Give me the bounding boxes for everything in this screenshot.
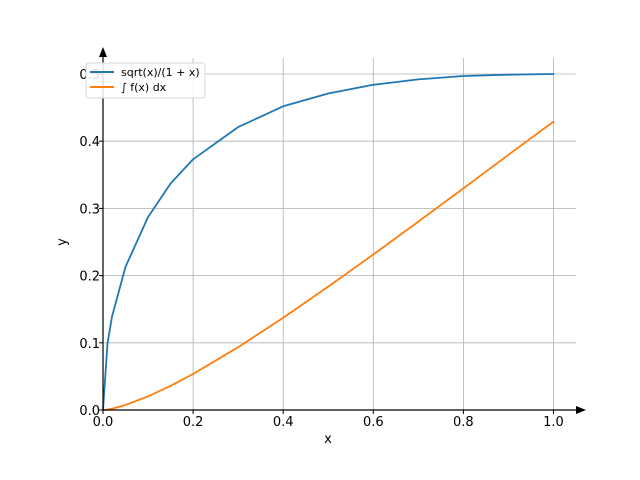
legend-label-sqrt: sqrt(x)/(1 + x) bbox=[121, 66, 200, 79]
series-lines bbox=[102, 73, 555, 411]
legend-label-integral: ∫ f(x) dx bbox=[121, 81, 167, 94]
series-line-1 bbox=[102, 120, 555, 411]
x-tick-label: 0.6 bbox=[363, 415, 384, 430]
y-axis-title: y bbox=[55, 238, 70, 246]
x-tick-label: 0.0 bbox=[93, 415, 114, 430]
x-axis-arrowhead bbox=[576, 406, 586, 414]
legend: sqrt(x)/(1 + x) ∫ f(x) dx bbox=[85, 62, 206, 99]
y-tick-label: 0.3 bbox=[79, 202, 100, 217]
y-tick-label: 0.4 bbox=[79, 135, 100, 150]
x-tick-label: 0.2 bbox=[183, 415, 204, 430]
x-tick-label: 1.0 bbox=[543, 415, 564, 430]
legend-box bbox=[85, 62, 206, 99]
x-axis-title: x bbox=[324, 432, 332, 447]
y-tick-label: 0.1 bbox=[79, 337, 100, 352]
series-line-0 bbox=[102, 73, 555, 411]
axes bbox=[99, 47, 586, 414]
x-tick-label: 0.4 bbox=[273, 415, 294, 430]
y-tick-label: 0.0 bbox=[79, 404, 100, 419]
y-axis-arrowhead bbox=[99, 47, 107, 57]
x-tick-label: 0.8 bbox=[453, 415, 474, 430]
y-tick-label: 0.2 bbox=[79, 270, 100, 285]
grid bbox=[103, 58, 576, 410]
